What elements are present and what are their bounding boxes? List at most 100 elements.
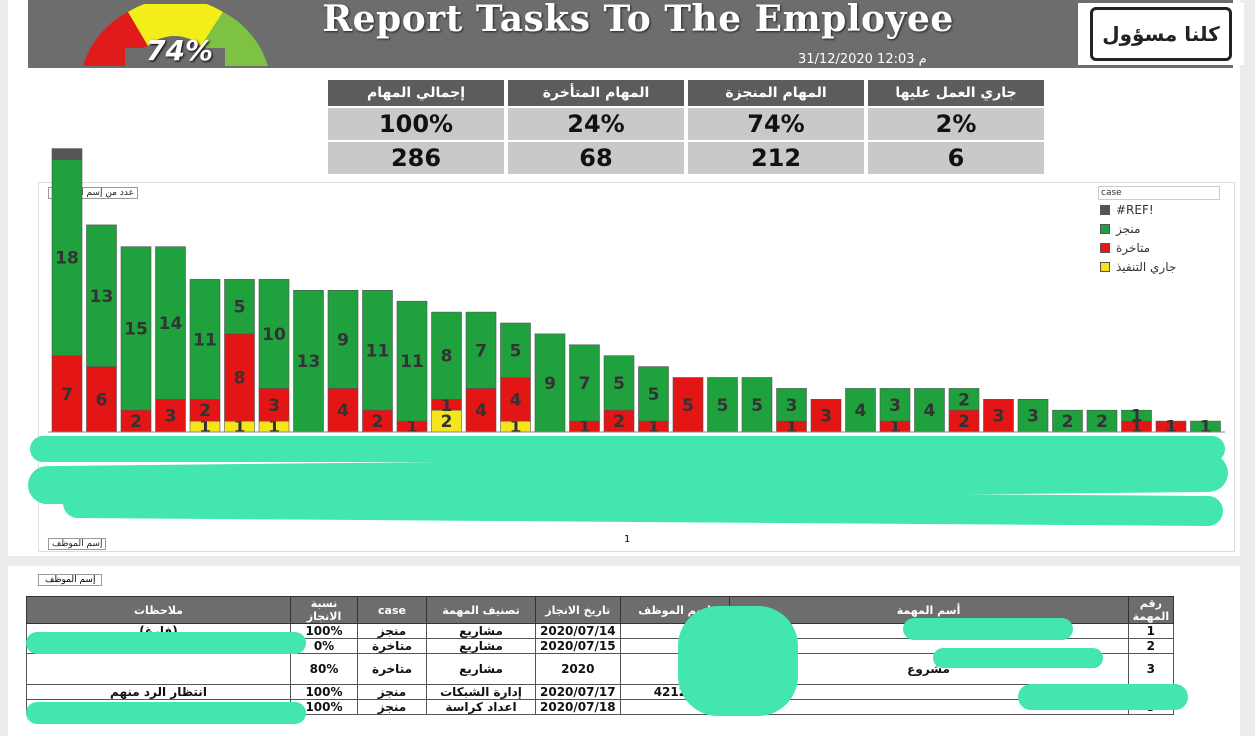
col-date: تاريخ الانجاز bbox=[535, 596, 621, 624]
bar-done[interactable] bbox=[776, 388, 807, 422]
bar-late[interactable] bbox=[810, 398, 842, 433]
bar-done[interactable] bbox=[500, 322, 531, 378]
bar-label-late: 5 bbox=[682, 396, 694, 416]
bar-label-done: 13 bbox=[297, 352, 321, 372]
page-title: Report Tasks To The Employee bbox=[322, 0, 954, 40]
table-cell: منجز bbox=[357, 623, 427, 639]
legend-item-late: متاخرة bbox=[1100, 238, 1176, 257]
bar-done[interactable] bbox=[534, 333, 566, 433]
bar-label-done: 7 bbox=[475, 341, 487, 361]
bar-label-done: 7 bbox=[579, 374, 591, 394]
bar-done[interactable] bbox=[914, 388, 945, 433]
bar-done[interactable] bbox=[327, 289, 359, 389]
table-cell: 2020 bbox=[535, 653, 621, 685]
bar-late[interactable] bbox=[983, 398, 1014, 433]
bar-done[interactable] bbox=[741, 377, 773, 433]
bar-label-done: 2 bbox=[958, 390, 970, 410]
filter-tab[interactable]: إسم الموظف bbox=[38, 574, 103, 586]
bar-label-done: 4 bbox=[855, 401, 867, 421]
stat-header-done: المهام المنجزة bbox=[688, 80, 864, 106]
table-cell: 2 bbox=[1127, 638, 1175, 654]
bar-label-late: 6 bbox=[96, 390, 108, 410]
bar-label-late: 2 bbox=[958, 412, 970, 432]
table-cell: مشاريع bbox=[426, 623, 536, 639]
table-cell bbox=[26, 653, 291, 685]
bar-label-progress: 1 bbox=[510, 418, 522, 438]
bar-done[interactable] bbox=[51, 159, 83, 356]
bar-done[interactable] bbox=[396, 300, 428, 422]
table-row[interactable]: انتظار الرد منهم 100% منجز إدارة الشبكات 202… bbox=[26, 684, 1175, 700]
bar-late[interactable] bbox=[224, 333, 255, 422]
table-cell: إدارة الشبكات bbox=[426, 684, 536, 700]
bar-done[interactable] bbox=[224, 279, 255, 335]
bar-done[interactable] bbox=[879, 388, 911, 422]
bar-late[interactable] bbox=[465, 388, 497, 433]
redaction-mark bbox=[26, 632, 306, 654]
table-cell: اعداد كراسة bbox=[426, 699, 536, 715]
bar-done[interactable] bbox=[431, 311, 462, 400]
bar-done[interactable] bbox=[155, 246, 186, 400]
bar-late[interactable] bbox=[51, 355, 83, 433]
legend-title[interactable]: case bbox=[1098, 186, 1220, 200]
bar-label-done: 10 bbox=[262, 325, 286, 345]
bar-label-progress: 2 bbox=[441, 412, 453, 432]
bar-label-late: 2 bbox=[372, 412, 384, 432]
legend-label-progress: جاري التنفيذ bbox=[1116, 259, 1177, 274]
table-cell: 100% bbox=[290, 699, 358, 715]
bar-done[interactable] bbox=[258, 279, 290, 389]
bar-label-done: 13 bbox=[90, 287, 114, 307]
bar-label-late: 1 bbox=[1131, 418, 1143, 438]
bar-done[interactable] bbox=[603, 355, 635, 411]
bar-done[interactable] bbox=[1017, 398, 1049, 433]
bar-label-late: 1 bbox=[441, 396, 453, 416]
table-cell: 2020/07/15 bbox=[535, 638, 621, 654]
stat-percent-done: 74% bbox=[688, 108, 864, 140]
gauge-percent: 74% bbox=[146, 34, 214, 67]
bar-done[interactable] bbox=[1121, 409, 1152, 422]
bar-label-late: 8 bbox=[234, 369, 246, 389]
bar-label-done: 11 bbox=[400, 352, 424, 372]
legend-label-done: منجز bbox=[1116, 221, 1141, 236]
bar-done[interactable] bbox=[569, 344, 600, 422]
chart-legend: #REF! منجز متاخرة جاري التنفيذ bbox=[1100, 200, 1176, 276]
bar-late[interactable] bbox=[327, 388, 359, 433]
bar-label-done: 3 bbox=[1027, 407, 1039, 427]
bar-label-late: 2 bbox=[199, 401, 211, 421]
bar-label-late: 4 bbox=[510, 390, 522, 410]
bar-label-late: 4 bbox=[475, 401, 487, 421]
bar-done[interactable] bbox=[707, 377, 738, 433]
bar-label-done: 14 bbox=[159, 314, 183, 334]
bar-done[interactable] bbox=[362, 289, 393, 411]
redaction-mark bbox=[678, 606, 798, 716]
bar-done[interactable] bbox=[638, 366, 669, 422]
table-cell: 2020/07/14 bbox=[535, 623, 621, 639]
bar-done[interactable] bbox=[120, 246, 152, 411]
stat-count-late: 68 bbox=[508, 142, 684, 174]
bar-done[interactable] bbox=[948, 388, 980, 411]
table-cell: 100% bbox=[290, 684, 358, 700]
stat-count-in-progress: 6 bbox=[868, 142, 1044, 174]
bar-label-done: 11 bbox=[193, 330, 217, 350]
bar-done[interactable] bbox=[465, 311, 497, 389]
bar-ref[interactable] bbox=[51, 148, 83, 160]
legend-label-ref: #REF! bbox=[1116, 202, 1154, 217]
bar-label-done: 3 bbox=[889, 396, 901, 416]
stat-header-late: المهام المتأخرة bbox=[508, 80, 684, 106]
chart-frame bbox=[38, 182, 1235, 552]
table-row[interactable]: 80% متاخرة مشاريع 2020 مشروع 3 bbox=[26, 653, 1175, 685]
bar-label-done: 5 bbox=[717, 396, 729, 416]
logo: كلنا مسؤول bbox=[1078, 3, 1244, 65]
redaction-mark bbox=[26, 702, 306, 724]
bar-label-done: 1 bbox=[1200, 418, 1212, 438]
bar-done[interactable] bbox=[845, 388, 876, 433]
bar-done[interactable] bbox=[86, 224, 117, 367]
x-axis-caption[interactable]: إسم الموظف bbox=[48, 538, 107, 550]
bar-done[interactable] bbox=[189, 279, 221, 400]
col-notes: ملاحظات bbox=[26, 596, 291, 624]
bar-done[interactable] bbox=[293, 289, 324, 433]
bar-late[interactable] bbox=[500, 377, 531, 422]
bar-label-late: 1 bbox=[1165, 418, 1177, 438]
bar-late[interactable] bbox=[258, 388, 290, 422]
legend-swatch-ref bbox=[1100, 204, 1110, 215]
stat-percent-total: 100% bbox=[328, 108, 504, 140]
